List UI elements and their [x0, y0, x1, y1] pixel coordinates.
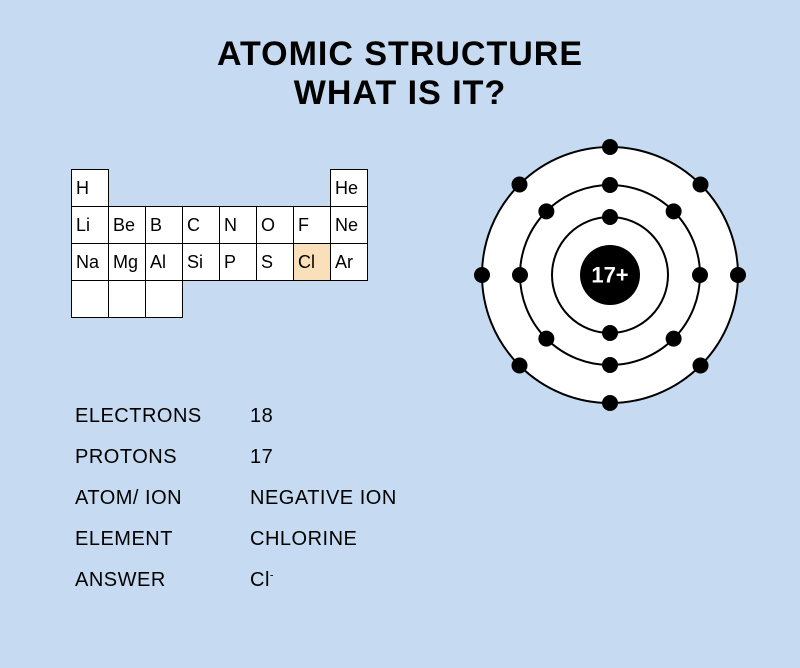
info-label: ELEMENT: [75, 528, 250, 551]
periodic-table-row: H He: [72, 170, 368, 207]
electron: [692, 267, 708, 283]
info-value: 17: [250, 446, 273, 469]
title-line1: ATOMIC STRUCTURE: [0, 35, 800, 74]
info-row: ELECTRONS18: [75, 405, 397, 428]
element-cell-be: Be: [108, 206, 146, 244]
info-value: CHLORINE: [250, 528, 357, 551]
info-table: ELECTRONS18PROTONS17ATOM/ IONNEGATIVE IO…: [75, 405, 397, 610]
electron: [693, 176, 709, 192]
electron: [511, 358, 527, 374]
electron: [602, 395, 618, 411]
electron: [512, 267, 528, 283]
element-cell-b: B: [145, 206, 183, 244]
periodic-table-row: NaMgAlSiPSClAr: [72, 244, 368, 281]
electron: [538, 331, 554, 347]
info-row: ELEMENTCHLORINE: [75, 528, 397, 551]
info-value: Cl-: [250, 569, 274, 592]
electron: [602, 209, 618, 225]
element-cell-ar: Ar: [330, 243, 368, 281]
element-cell-si: Si: [182, 243, 220, 281]
info-value: NEGATIVE ION: [250, 487, 397, 510]
electron: [474, 267, 490, 283]
info-row: PROTONS17: [75, 446, 397, 469]
page-title: ATOMIC STRUCTURE WHAT IS IT?: [0, 0, 800, 113]
element-cell-p: P: [219, 243, 257, 281]
title-line2: WHAT IS IT?: [0, 74, 800, 113]
electron: [602, 357, 618, 373]
element-cell-empty: [108, 280, 146, 318]
electron: [538, 203, 554, 219]
element-cell-empty: [182, 169, 220, 207]
electron: [602, 325, 618, 341]
element-cell-empty: [71, 280, 109, 318]
electron: [602, 177, 618, 193]
electron: [693, 358, 709, 374]
periodic-table-row: [72, 281, 368, 318]
element-cell-li: Li: [71, 206, 109, 244]
electron: [666, 331, 682, 347]
info-label: ELECTRONS: [75, 405, 250, 428]
periodic-table: HHeLiBeBCNOFNeNaMgAlSiPSClAr: [72, 170, 368, 318]
element-cell-o: O: [256, 206, 294, 244]
element-cell-h: H: [71, 169, 109, 207]
element-cell-empty: [256, 169, 294, 207]
periodic-table-row: LiBeBCNOFNe: [72, 207, 368, 244]
element-cell-c: C: [182, 206, 220, 244]
element-cell-n: N: [219, 206, 257, 244]
element-cell-s: S: [256, 243, 294, 281]
element-cell-empty: [108, 169, 146, 207]
electron: [730, 267, 746, 283]
electron: [511, 176, 527, 192]
element-cell-al: Al: [145, 243, 183, 281]
electron: [602, 139, 618, 155]
element-cell-f: F: [293, 206, 331, 244]
element-cell-empty: [145, 280, 183, 318]
element-cell-he: He: [330, 169, 368, 207]
electron: [666, 203, 682, 219]
info-label: ANSWER: [75, 569, 250, 592]
nucleus-label: 17+: [591, 263, 628, 288]
atom-diagram: 17+: [470, 135, 750, 415]
element-cell-mg: Mg: [108, 243, 146, 281]
info-label: PROTONS: [75, 446, 250, 469]
info-label: ATOM/ ION: [75, 487, 250, 510]
info-row: ATOM/ IONNEGATIVE ION: [75, 487, 397, 510]
element-cell-empty: [145, 169, 183, 207]
info-value: 18: [250, 405, 273, 428]
element-cell-empty: [219, 169, 257, 207]
element-cell-cl: Cl: [293, 243, 331, 281]
element-cell-empty: [293, 169, 331, 207]
element-cell-ne: Ne: [330, 206, 368, 244]
element-cell-na: Na: [71, 243, 109, 281]
info-row: ANSWERCl-: [75, 569, 397, 592]
